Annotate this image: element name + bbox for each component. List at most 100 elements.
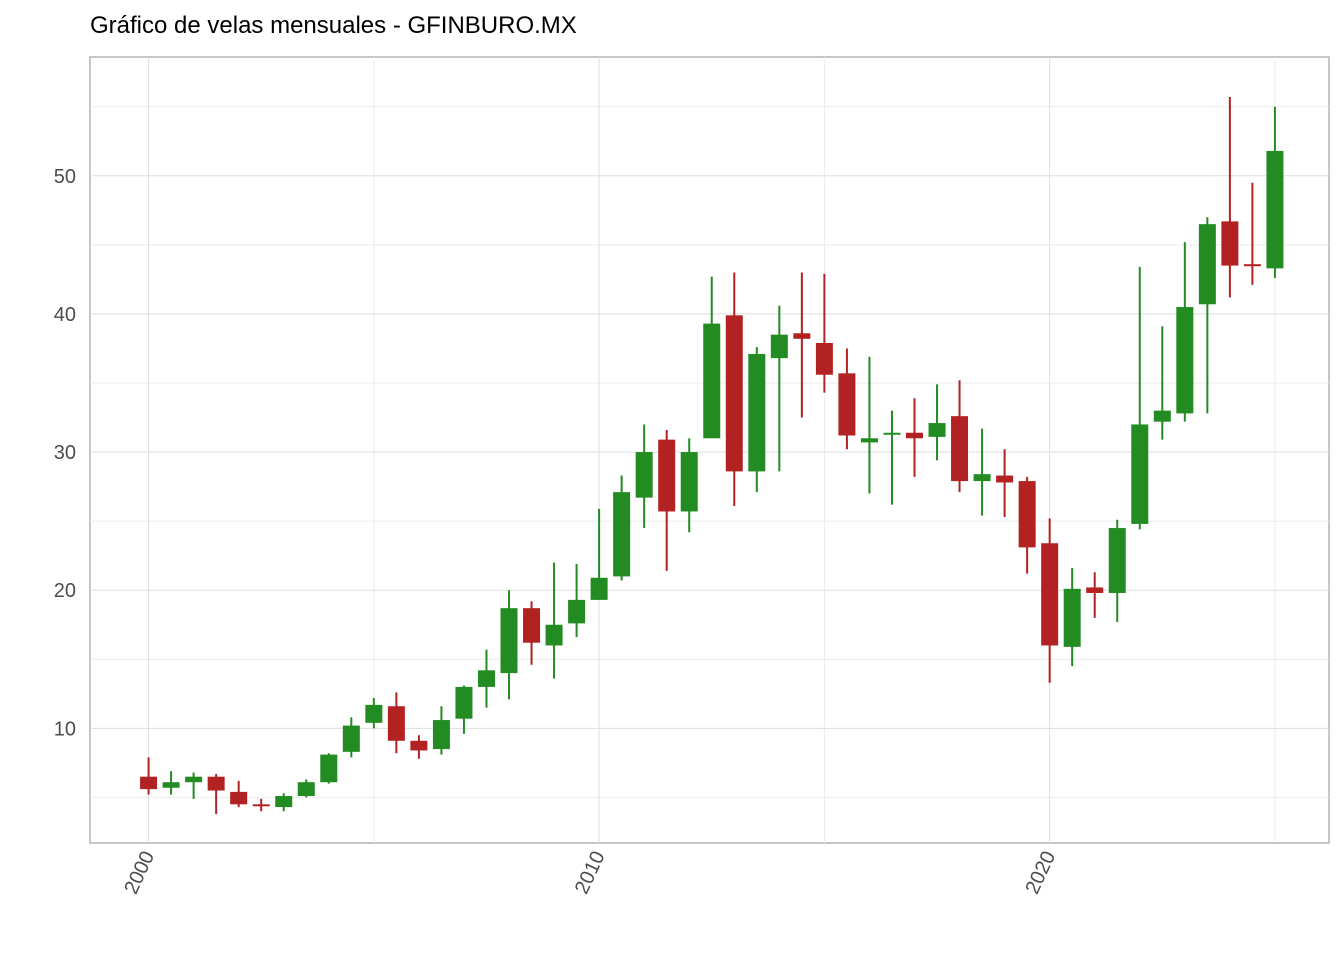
- candle-body: [951, 416, 969, 482]
- candle-body: [477, 670, 495, 687]
- candle-down: [951, 380, 969, 493]
- candle-body: [297, 782, 315, 797]
- candle-body: [1176, 307, 1194, 414]
- candle-body: [1108, 528, 1126, 593]
- plot-panel: [89, 56, 1330, 844]
- candle-body: [1153, 410, 1171, 422]
- candle-up: [635, 424, 653, 529]
- candle-up: [1176, 242, 1194, 422]
- candle-body: [1198, 224, 1216, 305]
- candle-down: [838, 348, 856, 450]
- candle-up: [1198, 217, 1216, 414]
- candle-down: [658, 429, 676, 571]
- candle-body: [973, 474, 991, 482]
- candle-up: [568, 563, 586, 638]
- candle-body: [320, 754, 338, 783]
- x-tick-label: 2020: [1021, 848, 1060, 898]
- candle-body: [815, 342, 833, 375]
- candle-body: [748, 353, 766, 472]
- candle-up: [1153, 326, 1171, 440]
- candle-body: [725, 315, 743, 472]
- candle-body: [1221, 221, 1239, 266]
- y-tick-label: 30: [54, 442, 76, 464]
- candle-up: [275, 793, 293, 812]
- candle-down: [1018, 476, 1036, 574]
- candle-body: [207, 776, 225, 791]
- candle-up: [860, 356, 878, 494]
- candle-body: [635, 452, 653, 498]
- candle-body: [838, 373, 856, 436]
- candle-body: [252, 804, 270, 807]
- candle-body: [230, 791, 248, 805]
- candle-down: [252, 798, 270, 812]
- candle-body: [1018, 481, 1036, 548]
- x-tick-label: 2010: [571, 848, 610, 898]
- candle-body: [770, 334, 788, 359]
- candles: [140, 97, 1284, 814]
- candle-body: [928, 423, 946, 437]
- candle-down: [996, 449, 1014, 517]
- candle-down: [410, 735, 428, 759]
- candle-down: [1041, 518, 1059, 683]
- candle-up: [748, 347, 766, 493]
- candle-down: [207, 773, 225, 814]
- candle-body: [613, 492, 631, 577]
- candle-body: [162, 782, 180, 788]
- candle-down: [1221, 97, 1239, 298]
- candle-up: [320, 753, 338, 784]
- candle-up: [1108, 519, 1126, 622]
- candle-body: [1243, 264, 1261, 267]
- candle-body: [545, 624, 563, 646]
- candle-body: [185, 776, 203, 783]
- candle-up: [1266, 106, 1284, 279]
- candle-up: [342, 717, 360, 758]
- candle-body: [1266, 150, 1284, 269]
- candle-down: [905, 398, 923, 477]
- candle-up: [928, 384, 946, 461]
- candle-body: [387, 706, 405, 741]
- candle-down: [815, 273, 833, 393]
- candle-up: [185, 772, 203, 799]
- candle-body: [680, 452, 698, 512]
- candle-up: [883, 410, 901, 505]
- candle-down: [387, 692, 405, 754]
- candle-up: [500, 590, 518, 700]
- candle-up: [297, 779, 315, 798]
- candle-up: [432, 706, 450, 755]
- candle-body: [860, 438, 878, 443]
- chart-title: Gráfico de velas mensuales - GFINBURO.MX: [90, 12, 577, 39]
- candle-up: [680, 438, 698, 533]
- candle-body: [500, 608, 518, 674]
- candle-up: [590, 508, 608, 600]
- candle-body: [275, 796, 293, 808]
- candle-body: [410, 740, 428, 751]
- y-tick-label: 10: [54, 718, 76, 740]
- candle-up: [545, 562, 563, 679]
- candle-up: [477, 649, 495, 708]
- candle-body: [455, 686, 473, 719]
- candle-body: [140, 776, 158, 790]
- candle-body: [793, 333, 811, 339]
- grid-lines: [90, 57, 1329, 843]
- x-tick-label: 2000: [120, 848, 159, 898]
- candle-up: [703, 276, 721, 439]
- candle-down: [1243, 182, 1261, 285]
- candle-down: [725, 272, 743, 506]
- candle-body: [590, 577, 608, 600]
- candle-body: [365, 704, 383, 723]
- candle-body: [1131, 424, 1149, 524]
- candle-down: [230, 780, 248, 808]
- candle-up: [770, 305, 788, 472]
- candle-body: [1041, 543, 1059, 646]
- candle-down: [523, 601, 541, 665]
- candle-body: [1086, 587, 1104, 593]
- candle-body: [703, 323, 721, 439]
- candle-up: [973, 428, 991, 516]
- candle-down: [140, 757, 158, 795]
- candle-body: [905, 432, 923, 439]
- y-tick-label: 20: [54, 580, 76, 602]
- candle-body: [996, 475, 1014, 483]
- candle-body: [1063, 588, 1081, 647]
- candle-up: [613, 475, 631, 581]
